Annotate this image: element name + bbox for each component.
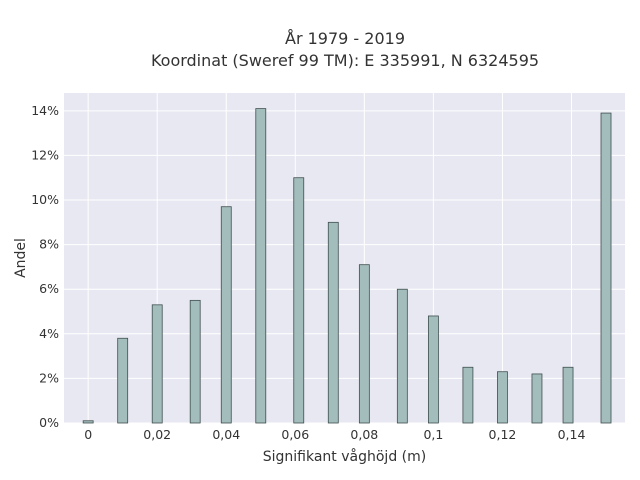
y-tick-label: 12% bbox=[31, 147, 59, 162]
x-tick-label: 0,12 bbox=[489, 427, 517, 442]
y-tick-labels: 0% 2% 4% 6% 8% 10% 12% 14% bbox=[31, 103, 59, 430]
histogram-bar bbox=[497, 371, 508, 424]
histogram-bar bbox=[462, 366, 474, 424]
x-tick-label: 0,02 bbox=[143, 427, 171, 442]
histogram-bar bbox=[189, 299, 201, 424]
histogram-bar bbox=[151, 304, 163, 424]
y-tick-label: 10% bbox=[31, 192, 59, 207]
x-tick-label: 0 bbox=[84, 427, 92, 442]
histogram-bar bbox=[327, 221, 339, 424]
x-tick-label: 0,04 bbox=[212, 427, 240, 442]
histogram-bar bbox=[293, 177, 305, 424]
histogram-bar bbox=[562, 366, 574, 424]
x-tick-label: 0,14 bbox=[558, 427, 586, 442]
histogram-bar bbox=[427, 315, 439, 424]
y-tick-label: 14% bbox=[31, 103, 59, 118]
y-tick-label: 4% bbox=[39, 326, 59, 341]
x-tick-label: 0,06 bbox=[281, 427, 309, 442]
x-tick-label: 0,1 bbox=[423, 427, 443, 442]
histogram-bar bbox=[117, 337, 129, 424]
y-tick-label: 2% bbox=[39, 370, 59, 385]
chart-title-line-1: År 1979 - 2019 bbox=[285, 29, 405, 48]
histogram-bar bbox=[396, 288, 408, 424]
x-axis-title: Signifikant våghöjd (m) bbox=[263, 448, 426, 465]
histogram-bar bbox=[220, 206, 232, 424]
chart-title: År 1979 - 2019 Koordinat (Sweref 99 TM):… bbox=[0, 28, 640, 72]
chart-title-line-2: Koordinat (Sweref 99 TM): E 335991, N 63… bbox=[150, 51, 540, 70]
histogram-bar bbox=[255, 108, 267, 424]
x-tick-label: 0,08 bbox=[350, 427, 378, 442]
histogram-bar bbox=[600, 112, 612, 424]
histogram-bar bbox=[531, 373, 543, 424]
plot-area bbox=[64, 93, 625, 423]
y-tick-label: 8% bbox=[39, 237, 59, 252]
y-tick-label: 0% bbox=[39, 415, 59, 430]
bars bbox=[82, 108, 612, 424]
x-tick-labels: 0 0,02 0,04 0,06 0,08 0,1 0,12 0,14 bbox=[84, 427, 585, 442]
histogram-bar bbox=[82, 420, 94, 424]
histogram-bar bbox=[358, 264, 370, 424]
y-tick-label: 6% bbox=[39, 281, 59, 296]
y-axis-title: Andel bbox=[13, 238, 29, 278]
